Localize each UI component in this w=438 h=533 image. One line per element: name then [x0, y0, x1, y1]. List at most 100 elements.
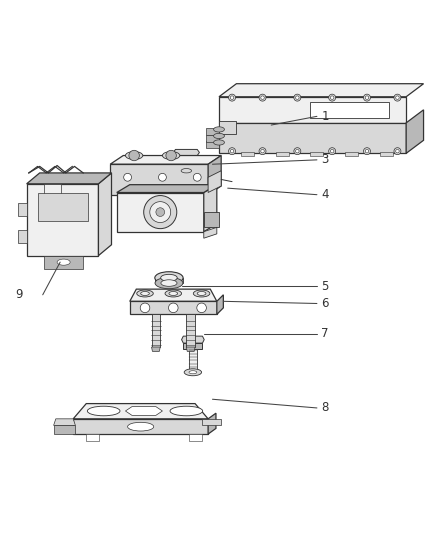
Text: 3: 3 [321, 154, 328, 166]
Ellipse shape [57, 259, 70, 265]
Polygon shape [208, 156, 221, 195]
Polygon shape [86, 434, 99, 441]
Polygon shape [186, 347, 195, 351]
Polygon shape [206, 128, 219, 135]
Polygon shape [276, 152, 289, 156]
Ellipse shape [169, 292, 178, 295]
Text: 5: 5 [321, 280, 328, 293]
Polygon shape [219, 120, 237, 134]
Ellipse shape [170, 406, 203, 416]
Circle shape [261, 96, 264, 99]
Text: 8: 8 [321, 401, 328, 415]
Circle shape [396, 149, 399, 153]
Polygon shape [44, 184, 61, 195]
Circle shape [193, 173, 201, 181]
Ellipse shape [214, 140, 224, 145]
Text: 6: 6 [321, 297, 329, 310]
Ellipse shape [125, 151, 143, 159]
Ellipse shape [184, 369, 201, 376]
Polygon shape [201, 419, 221, 425]
Polygon shape [73, 419, 208, 434]
Ellipse shape [181, 168, 191, 173]
Polygon shape [53, 419, 75, 425]
Polygon shape [38, 192, 88, 221]
Circle shape [230, 96, 234, 99]
Circle shape [296, 96, 299, 99]
Circle shape [364, 94, 371, 101]
Polygon shape [311, 152, 323, 156]
Polygon shape [99, 173, 112, 256]
Polygon shape [18, 204, 27, 216]
Polygon shape [27, 173, 112, 184]
Circle shape [330, 96, 334, 99]
Polygon shape [117, 192, 204, 232]
Polygon shape [130, 301, 217, 314]
Ellipse shape [189, 371, 197, 374]
Polygon shape [73, 403, 208, 419]
Ellipse shape [141, 292, 149, 295]
Polygon shape [217, 295, 223, 314]
Polygon shape [206, 141, 219, 148]
Circle shape [394, 94, 401, 101]
Circle shape [229, 148, 236, 155]
Circle shape [259, 148, 266, 155]
Polygon shape [345, 152, 358, 156]
Polygon shape [204, 228, 217, 238]
Polygon shape [208, 413, 216, 434]
Circle shape [144, 196, 177, 229]
Circle shape [124, 173, 131, 181]
Ellipse shape [162, 151, 180, 159]
Polygon shape [117, 184, 217, 192]
Ellipse shape [161, 280, 177, 286]
Polygon shape [186, 314, 195, 347]
Circle shape [294, 94, 301, 101]
Polygon shape [110, 156, 221, 164]
Polygon shape [184, 343, 202, 349]
Circle shape [129, 150, 139, 161]
Polygon shape [189, 349, 197, 372]
Circle shape [294, 148, 301, 155]
Polygon shape [208, 171, 221, 192]
Circle shape [166, 150, 177, 161]
Circle shape [365, 96, 369, 99]
Polygon shape [27, 184, 99, 256]
Polygon shape [188, 434, 201, 441]
Polygon shape [130, 289, 217, 301]
Circle shape [365, 149, 369, 153]
Circle shape [394, 148, 401, 155]
Polygon shape [110, 164, 208, 195]
Circle shape [159, 173, 166, 181]
Polygon shape [219, 123, 406, 154]
Ellipse shape [155, 272, 183, 284]
Polygon shape [18, 230, 27, 243]
Ellipse shape [193, 290, 210, 297]
Circle shape [259, 94, 266, 101]
Polygon shape [176, 156, 197, 162]
Ellipse shape [214, 133, 224, 139]
Polygon shape [219, 97, 406, 123]
Polygon shape [182, 336, 204, 343]
Ellipse shape [87, 406, 120, 416]
Polygon shape [181, 162, 191, 171]
Polygon shape [219, 84, 424, 97]
Circle shape [328, 94, 336, 101]
Polygon shape [204, 184, 217, 232]
Circle shape [296, 149, 299, 153]
Text: 9: 9 [15, 288, 22, 301]
Circle shape [328, 148, 336, 155]
Ellipse shape [137, 290, 153, 297]
Circle shape [261, 149, 264, 153]
Circle shape [156, 208, 165, 216]
Circle shape [364, 148, 371, 155]
Circle shape [230, 149, 234, 153]
Ellipse shape [197, 303, 206, 313]
Ellipse shape [214, 127, 224, 132]
Ellipse shape [155, 277, 183, 289]
Circle shape [330, 149, 334, 153]
Polygon shape [173, 149, 199, 156]
Polygon shape [204, 212, 219, 228]
Circle shape [396, 96, 399, 99]
Polygon shape [44, 256, 83, 269]
Text: 4: 4 [321, 188, 329, 201]
Polygon shape [380, 152, 393, 156]
